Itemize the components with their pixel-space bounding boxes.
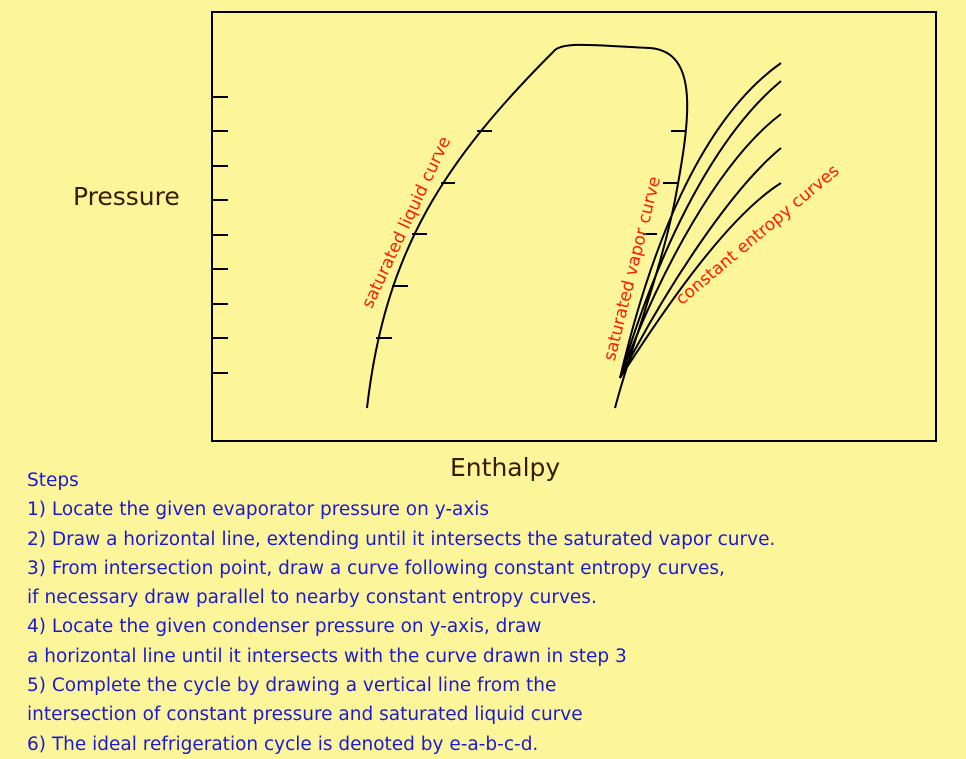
- steps-title: Steps: [27, 470, 79, 491]
- step-line: if necessary draw parallel to nearby con…: [27, 587, 597, 609]
- step-line: 4) Locate the given condenser pressure o…: [27, 616, 542, 638]
- entropy-curve: [619, 113, 782, 379]
- entropy-curve: [619, 80, 782, 379]
- ph-diagram: [211, 11, 937, 442]
- step-line: 5) Complete the cycle by drawing a verti…: [27, 675, 557, 697]
- step-line: 6) The ideal refrigeration cycle is deno…: [27, 733, 539, 755]
- plot-frame: [211, 11, 937, 442]
- y-axis-label: Pressure: [73, 182, 180, 211]
- entropy-curve: [619, 62, 782, 379]
- quality-ticks: [376, 130, 686, 339]
- x-axis-label: Enthalpy: [450, 453, 561, 482]
- step-line: 1) Locate the given evaporator pressure …: [27, 499, 490, 521]
- entropy-curve: [619, 147, 782, 379]
- entropy-curve: [619, 182, 782, 379]
- steps-list: Steps 1) Locate the given evaporator pre…: [27, 466, 775, 759]
- y-axis-ticks: [212, 96, 228, 374]
- step-line: a horizontal line until it intersects wi…: [27, 645, 627, 667]
- step-line: intersection of constant pressure and sa…: [27, 704, 583, 726]
- step-line: 3) From intersection point, draw a curve…: [27, 557, 725, 579]
- step-line: 2) Draw a horizontal line, extending unt…: [27, 528, 776, 550]
- constant-entropy-curves: [619, 62, 782, 379]
